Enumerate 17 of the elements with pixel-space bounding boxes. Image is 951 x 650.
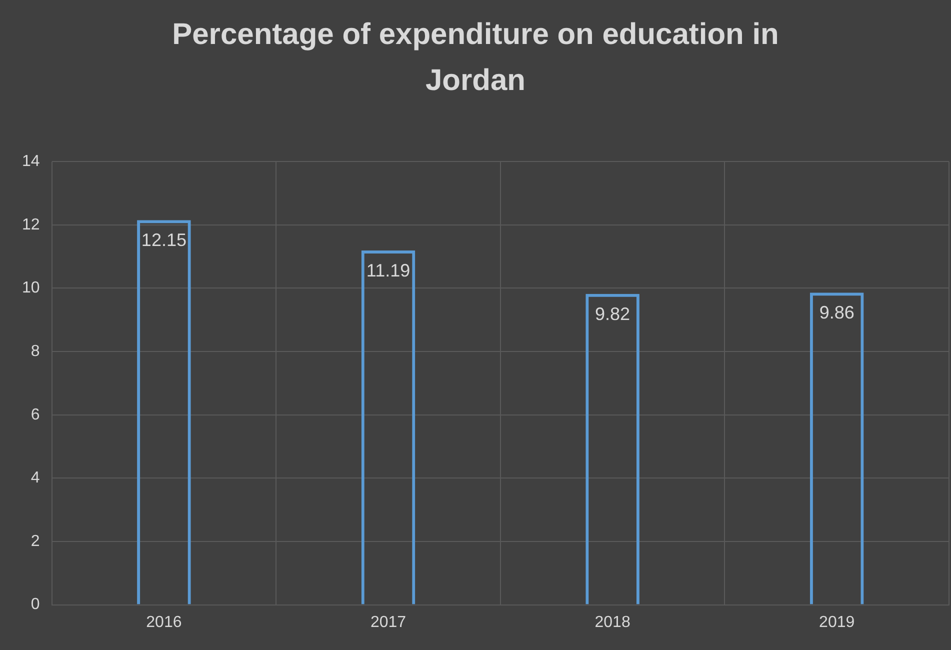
y-tick-label: 12 [22, 216, 40, 234]
x-tick-label: 2019 [819, 614, 855, 631]
x-tick-label: 2016 [146, 614, 182, 631]
y-tick-label: 10 [22, 280, 40, 297]
y-tick-label: 2 [30, 532, 40, 550]
x-tick-label: 2017 [370, 614, 406, 631]
x-tick-label: 2018 [594, 614, 630, 631]
y-tick-label: 0 [30, 596, 40, 614]
data-label: 9.82 [595, 304, 630, 324]
y-tick-label: 6 [30, 406, 40, 424]
y-tick-label: 4 [30, 470, 40, 487]
chart-title: Percentage of expenditure on education in Jordan [171, 17, 780, 99]
data-label: 11.19 [366, 260, 410, 281]
y-tick-label: 8 [30, 342, 40, 360]
data-label: 12.15 [141, 230, 186, 250]
data-label: 9.86 [819, 302, 854, 323]
y-tick-label: 14 [22, 153, 40, 170]
